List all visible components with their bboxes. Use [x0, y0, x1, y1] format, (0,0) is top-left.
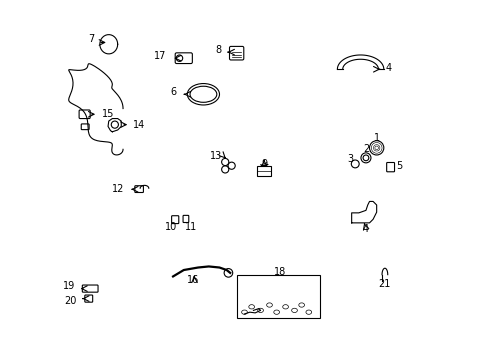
Text: 18: 18 — [274, 267, 286, 277]
Text: 8: 8 — [215, 45, 222, 55]
Ellipse shape — [266, 303, 272, 307]
Ellipse shape — [369, 141, 383, 155]
Ellipse shape — [187, 84, 219, 105]
FancyBboxPatch shape — [386, 162, 394, 172]
FancyBboxPatch shape — [183, 215, 188, 222]
Ellipse shape — [350, 160, 358, 168]
Text: 1: 1 — [373, 133, 380, 143]
FancyBboxPatch shape — [84, 295, 93, 302]
FancyBboxPatch shape — [171, 216, 179, 224]
Ellipse shape — [374, 146, 378, 150]
Text: 19: 19 — [62, 282, 75, 292]
FancyBboxPatch shape — [82, 285, 98, 292]
Text: 12: 12 — [112, 184, 124, 194]
Ellipse shape — [257, 308, 263, 312]
FancyBboxPatch shape — [175, 53, 192, 64]
Text: 15: 15 — [102, 109, 114, 119]
Ellipse shape — [248, 305, 254, 309]
FancyBboxPatch shape — [135, 186, 143, 193]
Text: 6: 6 — [170, 87, 177, 97]
Ellipse shape — [282, 305, 288, 309]
Ellipse shape — [360, 153, 370, 163]
Ellipse shape — [298, 303, 304, 307]
Ellipse shape — [370, 143, 381, 153]
Text: 9: 9 — [261, 159, 266, 169]
Bar — [257, 166, 271, 176]
Text: 14: 14 — [133, 120, 145, 130]
FancyBboxPatch shape — [229, 46, 244, 60]
FancyBboxPatch shape — [79, 110, 90, 118]
Text: 13: 13 — [210, 151, 222, 161]
Ellipse shape — [241, 310, 247, 314]
Text: 10: 10 — [165, 222, 177, 232]
Ellipse shape — [363, 155, 368, 161]
FancyBboxPatch shape — [81, 124, 89, 130]
Text: 4: 4 — [362, 224, 367, 234]
Text: 4: 4 — [385, 63, 391, 73]
Ellipse shape — [373, 145, 379, 151]
Text: 20: 20 — [64, 296, 77, 306]
Text: 7: 7 — [87, 34, 94, 44]
Ellipse shape — [305, 310, 311, 314]
Text: 21: 21 — [378, 279, 390, 289]
Text: 11: 11 — [184, 222, 197, 232]
Bar — [237, 275, 319, 318]
Text: 2: 2 — [362, 144, 368, 154]
Text: 17: 17 — [154, 51, 166, 61]
Ellipse shape — [291, 308, 297, 312]
Ellipse shape — [371, 143, 380, 152]
Ellipse shape — [190, 86, 216, 102]
Text: 5: 5 — [395, 161, 402, 171]
Text: 16: 16 — [186, 275, 199, 285]
Text: 3: 3 — [346, 154, 352, 163]
Ellipse shape — [273, 310, 279, 314]
